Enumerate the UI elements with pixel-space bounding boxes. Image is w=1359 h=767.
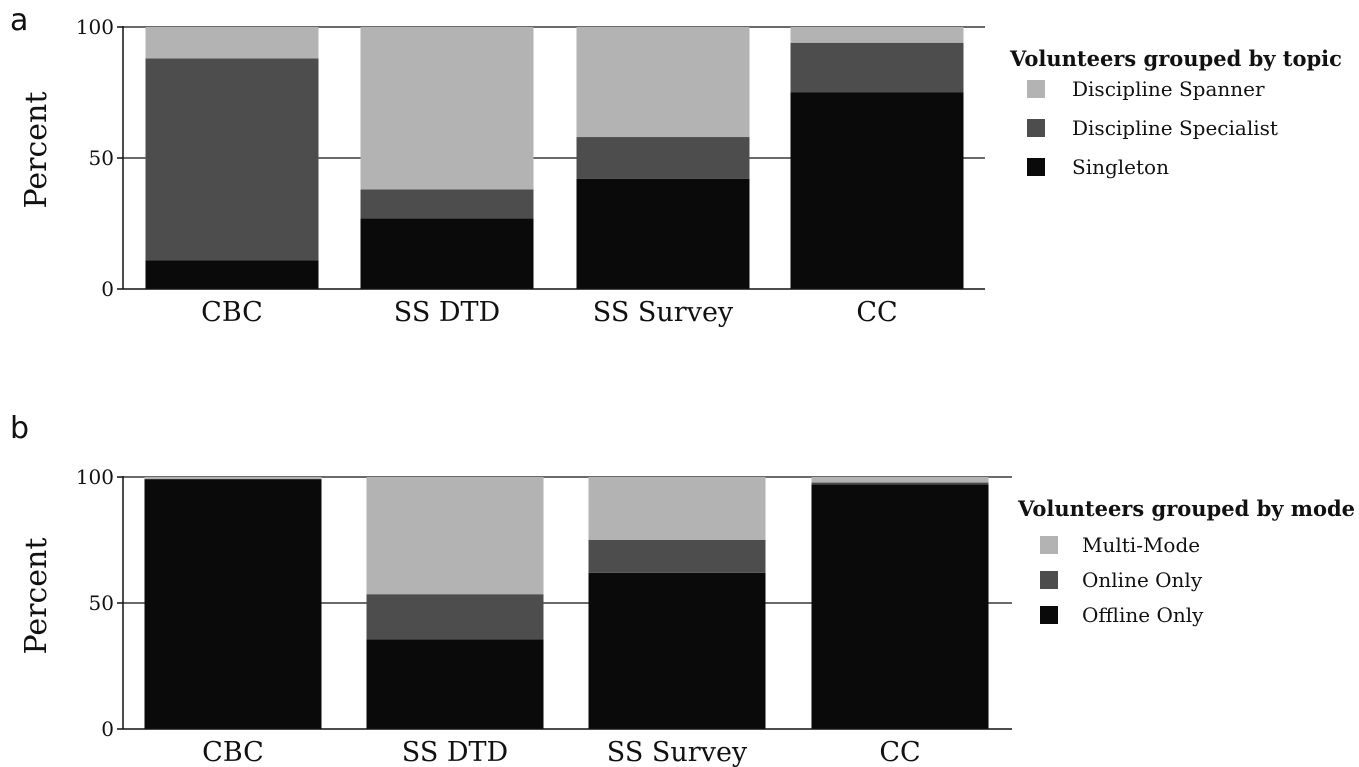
legend-title: Volunteers grouped by mode — [1017, 496, 1355, 521]
bar-ss-survey-singleton — [576, 178, 750, 289]
panel-letter: b — [10, 411, 29, 446]
legend-label: Singleton — [1072, 155, 1169, 179]
legend-swatch-multi-mode — [1040, 536, 1058, 554]
y-tick-label: 50 — [89, 591, 114, 615]
panel-a: a Percent CBC SS DTD SS Survey CC 0 50 100 Volunt… — [10, 3, 1342, 328]
legend-label: Discipline Specialist — [1072, 116, 1278, 140]
bar-cbc-discipline-spanner — [145, 27, 319, 59]
legend-label: Online Only — [1082, 568, 1203, 592]
y-tick-label: 100 — [76, 465, 114, 489]
bar-ss-dtd-online-only — [366, 594, 544, 640]
bar-ss-dtd-singleton — [360, 218, 534, 289]
legend-label: Discipline Spanner — [1072, 77, 1265, 101]
bar-cbc-multi-mode — [144, 477, 322, 479]
bar-ss-dtd-discipline-spanner — [360, 27, 534, 190]
bar-cc-discipline-specialist — [790, 42, 964, 93]
bar-cc-singleton — [790, 92, 964, 289]
bar-ss-dtd-offline-only — [366, 639, 544, 729]
bar-ss-dtd-discipline-specialist — [360, 189, 534, 219]
legend-swatch-singleton — [1027, 158, 1045, 176]
x-tick-label: CBC — [201, 297, 263, 328]
bar-ss-survey-discipline-specialist — [576, 137, 750, 179]
legend-swatch-discipline-specialist — [1027, 119, 1045, 137]
bar-ss-survey-online-only — [588, 540, 766, 573]
y-tick-label: 100 — [76, 15, 114, 39]
bar-cbc-offline-only — [144, 479, 322, 729]
panel-b: b Percent CBC SS DTD SS Survey CC 0 50 100 Volunt… — [10, 411, 1355, 767]
x-tick-label: SS DTD — [402, 737, 508, 767]
legend-swatch-online-only — [1040, 571, 1058, 589]
legend-label: Offline Only — [1082, 603, 1204, 627]
legend-swatch-offline-only — [1040, 606, 1058, 624]
x-tick-label: SS Survey — [593, 297, 734, 328]
x-tick-label: CBC — [202, 737, 264, 767]
panel-letter: a — [10, 3, 28, 38]
bar-ss-dtd-multi-mode — [366, 477, 544, 595]
bar-cbc-discipline-specialist — [145, 58, 319, 261]
bar-cbc-singleton — [145, 260, 319, 289]
bar-cc-discipline-spanner — [790, 27, 964, 43]
x-tick-label: SS DTD — [394, 297, 500, 328]
bar-cc-multi-mode — [811, 477, 989, 483]
x-tick-label: CC — [856, 297, 897, 328]
bar-cc-offline-only — [811, 484, 989, 729]
x-tick-label: CC — [879, 737, 920, 767]
x-tick-label: SS Survey — [607, 737, 748, 767]
bar-ss-survey-offline-only — [588, 572, 766, 729]
bar-cc-online-only — [811, 482, 989, 485]
y-axis-label: Percent — [19, 92, 54, 209]
bar-ss-survey-multi-mode — [588, 477, 766, 540]
y-tick-label: 50 — [89, 146, 114, 170]
bar-cbc-online-only — [144, 478, 322, 480]
legend-label: Multi-Mode — [1082, 533, 1200, 557]
bar-ss-survey-discipline-spanner — [576, 27, 750, 138]
legend-swatch-discipline-spanner — [1027, 80, 1045, 98]
y-axis-label: Percent — [19, 538, 54, 655]
y-tick-label: 0 — [101, 717, 114, 741]
y-tick-label: 0 — [101, 277, 114, 301]
legend-title: Volunteers grouped by topic — [1009, 46, 1342, 71]
